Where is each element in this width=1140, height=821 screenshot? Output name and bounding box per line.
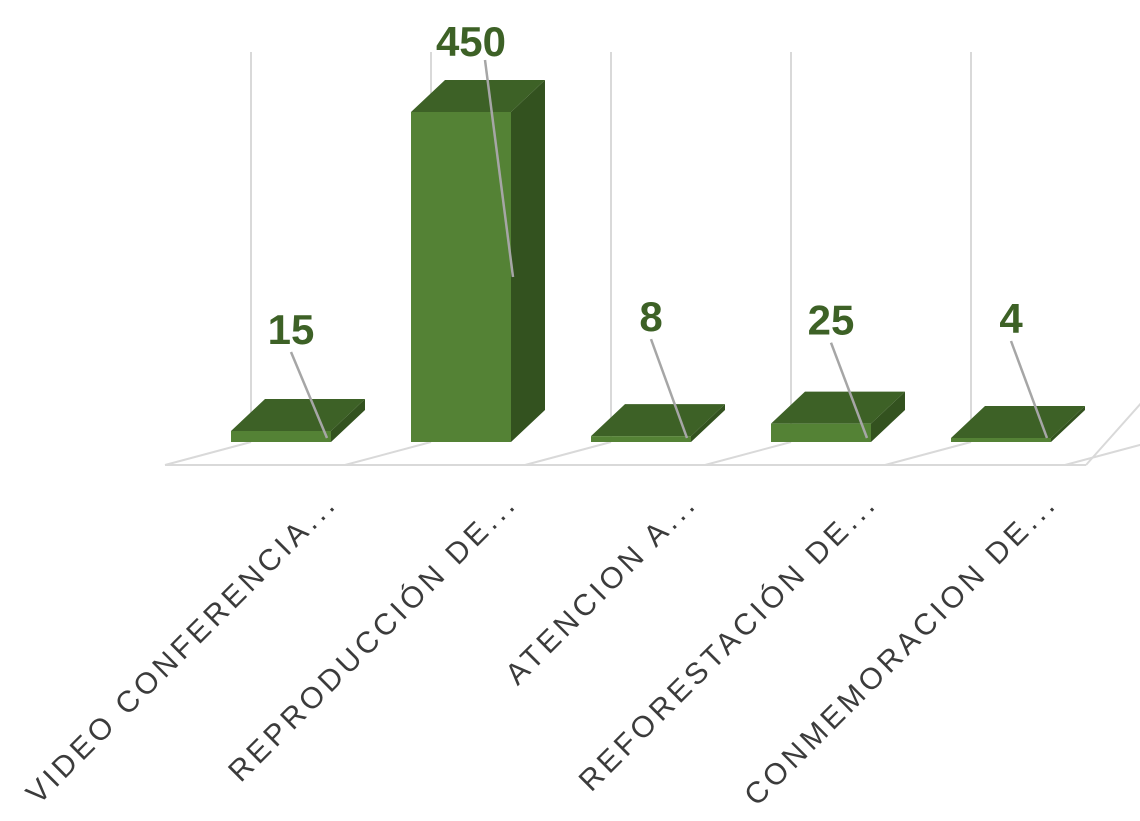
leader-line <box>483 59 515 278</box>
bar-side-face <box>331 399 365 442</box>
category-labels: VIDEO CONFERENCIA...REPRODUCCIÓN DE...AT… <box>20 487 1064 813</box>
bar <box>411 80 545 442</box>
bar <box>951 406 1085 442</box>
bars <box>231 80 1085 442</box>
bar-front-face <box>951 438 1051 442</box>
bar-side-face <box>871 391 905 442</box>
floor-gridline <box>704 441 792 466</box>
leader-lines <box>289 59 1049 439</box>
category-label: CONMEMORACION DE... <box>738 487 1064 813</box>
floor-gridline <box>344 441 432 466</box>
leader-line <box>289 351 329 439</box>
bar-top-face <box>771 391 905 424</box>
bar-front-face <box>771 423 871 442</box>
bar-top-face <box>951 406 1085 438</box>
floor-gridline <box>1064 443 1140 466</box>
bar <box>591 404 725 442</box>
bar-side-face <box>511 80 545 442</box>
bar-top-face <box>411 80 545 112</box>
category-label: REPRODUCCIÓN DE... <box>222 487 524 789</box>
bar-top-face <box>591 404 725 437</box>
floor-gridline <box>524 441 612 466</box>
data-label: 8 <box>639 293 662 340</box>
leader-line <box>1009 340 1049 439</box>
bar-side-face <box>1051 406 1085 442</box>
bar <box>231 399 365 442</box>
category-label: REFORESTACIÓN DE... <box>573 487 884 798</box>
category-label: VIDEO CONFERENCIA... <box>20 487 344 811</box>
bar <box>771 391 905 442</box>
floor-right-edge <box>1085 402 1140 466</box>
data-label: 4 <box>999 295 1023 342</box>
bar-side-face <box>691 404 725 442</box>
floor-gridline <box>884 441 972 466</box>
leader-line <box>649 338 689 439</box>
bar-front-face <box>231 431 331 442</box>
gridlines <box>164 52 1140 466</box>
data-label: 450 <box>436 18 506 65</box>
category-label: ATENCION A... <box>499 487 704 692</box>
data-label: 15 <box>268 306 315 353</box>
floor-gridline <box>164 441 252 466</box>
bar-top-face <box>231 399 365 431</box>
bar-front-face <box>591 436 691 442</box>
data-label: 25 <box>808 297 855 344</box>
bar-front-face <box>411 112 511 442</box>
leader-line <box>829 342 869 439</box>
data-labels: 15 450 8 25 4 <box>268 18 1024 353</box>
